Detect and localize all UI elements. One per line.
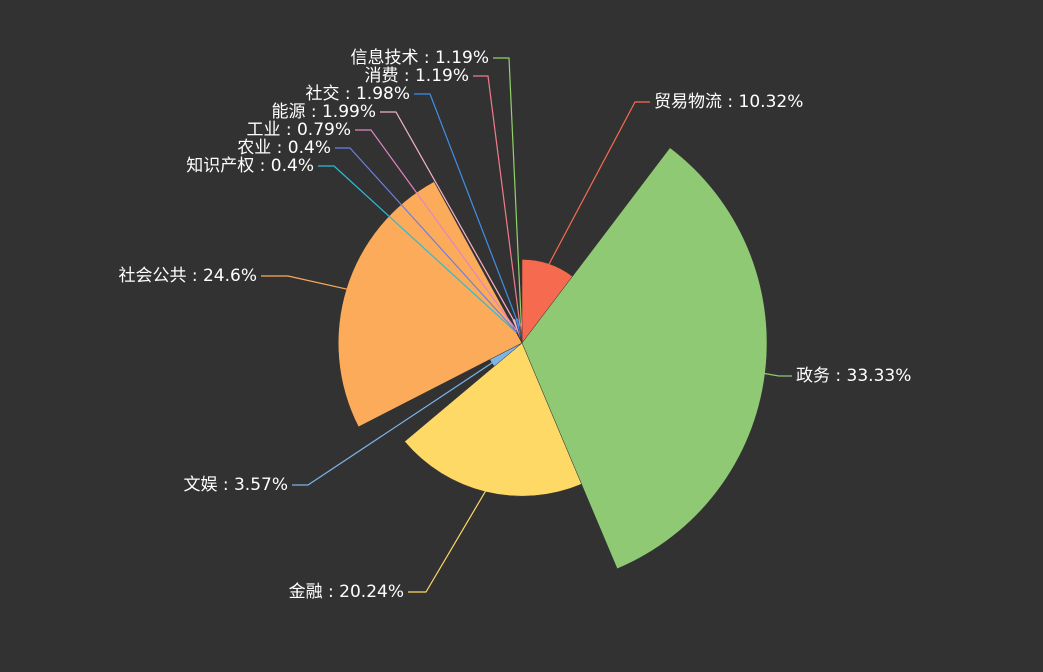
leader-line-6 (335, 147, 518, 333)
slice-label-3: 文娱 : 3.57% (183, 475, 288, 495)
leader-line-7 (355, 129, 517, 331)
slice-label-6: 农业 : 0.4% (237, 138, 331, 158)
leader-line-2 (408, 488, 488, 593)
slice-label-1: 政务 : 33.33% (796, 366, 911, 386)
leader-line-3 (292, 360, 495, 486)
leader-line-9 (414, 93, 518, 322)
slice-2[interactable] (404, 342, 582, 497)
leader-line-11 (493, 57, 522, 327)
slice-label-9: 社交 : 1.98% (305, 84, 410, 104)
slice-label-2: 金融 : 20.24% (289, 582, 404, 602)
slice-label-10: 消费 : 1.19% (364, 66, 469, 86)
leader-line-4 (261, 275, 350, 291)
leader-line-5 (318, 165, 517, 333)
slice-label-11: 信息技术 : 1.19% (350, 48, 489, 68)
leader-lines-layer (261, 57, 792, 593)
slice-1[interactable] (521, 147, 768, 570)
slice-label-7: 工业 : 0.79% (246, 120, 351, 140)
slices-layer (337, 147, 768, 570)
slice-label-0: 贸易物流 : 10.32% (654, 92, 803, 112)
leader-line-0 (547, 101, 650, 267)
slice-label-8: 能源 : 1.99% (271, 102, 376, 122)
leader-line-1 (761, 372, 792, 377)
leader-line-8 (380, 111, 516, 323)
leader-line-10 (473, 75, 521, 327)
labels-layer: 贸易物流 : 10.32% 政务 : 33.33% 金融 : 20.24% 文娱 : … (118, 48, 911, 602)
slice-label-4: 社会公共 : 24.6% (118, 266, 257, 286)
slice-label-5: 知识产权 : 0.4% (186, 156, 314, 176)
